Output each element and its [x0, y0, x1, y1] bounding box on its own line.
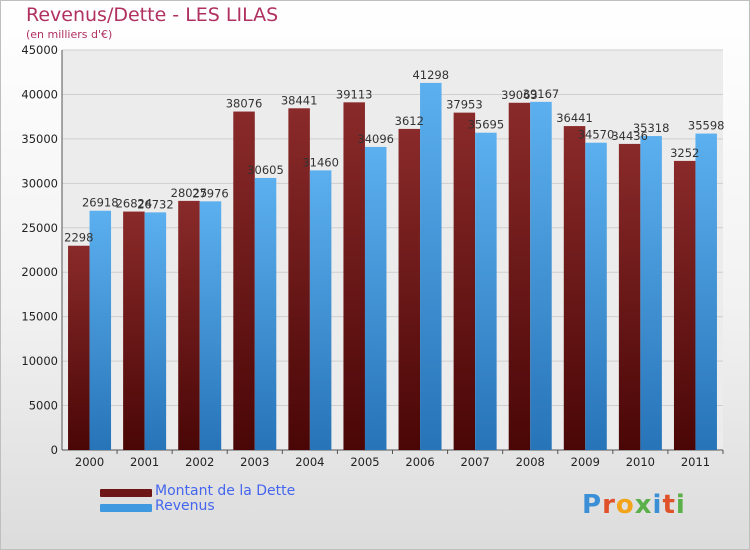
value-label-revenus-2009: 34570 — [578, 128, 615, 142]
x-tick-label: 2000 — [75, 455, 104, 469]
value-label-revenus-2006: 41298 — [412, 68, 449, 82]
y-tick-label: 30000 — [21, 176, 58, 190]
bar-revenus-2011 — [695, 133, 717, 450]
proxiti-logo: Proxiti — [582, 490, 686, 520]
value-label-revenus-2008: 39167 — [523, 87, 560, 101]
y-tick-label: 25000 — [21, 221, 58, 235]
bar-debt-2007 — [453, 112, 476, 450]
bar-revenus-2002 — [199, 201, 222, 450]
legend-swatch-debt — [100, 489, 152, 497]
bar-debt-2003 — [233, 111, 255, 451]
y-tick-label: 5000 — [29, 399, 58, 413]
x-tick-label: 2003 — [240, 455, 269, 469]
value-label-revenus-2011: 35598 — [688, 119, 725, 133]
y-tick-label: 45000 — [21, 43, 58, 57]
value-label-revenus-2005: 34096 — [357, 132, 394, 146]
bar-revenus-2006 — [420, 82, 442, 450]
bar-revenus-2004 — [309, 170, 332, 450]
x-tick-label: 2001 — [130, 455, 159, 469]
value-label-revenus-2007: 35695 — [468, 118, 505, 132]
x-tick-label: 2008 — [516, 455, 545, 469]
bar-revenus-2007 — [475, 132, 497, 450]
value-label-revenus-2000: 26918 — [82, 196, 119, 210]
legend-swatch-revenus — [100, 504, 152, 512]
value-label-debt-2008: 39063 — [501, 88, 538, 102]
x-tick-label: 2011 — [681, 455, 710, 469]
bar-revenus-2010 — [640, 136, 662, 450]
value-label-revenus-2004: 31460 — [302, 155, 339, 169]
bar-debt-2000 — [68, 245, 90, 450]
chart-subtitle: (en milliers d'€) — [26, 28, 113, 41]
x-tick-label: 2006 — [405, 455, 434, 469]
legend-label-debt: Montant de la Dette — [155, 483, 296, 499]
y-tick-label: 15000 — [21, 310, 58, 324]
x-tick-label: 2009 — [571, 455, 600, 469]
x-tick-label: 2004 — [295, 455, 324, 469]
value-label-debt-2005: 39113 — [336, 87, 373, 101]
bar-revenus-2000 — [89, 210, 112, 450]
x-tick-label: 2010 — [626, 455, 655, 469]
value-label-revenus-2002: 27976 — [192, 186, 229, 200]
bar-debt-2002 — [178, 200, 200, 450]
bar-debt-2009 — [563, 126, 586, 450]
bar-revenus-2001 — [144, 212, 167, 450]
y-tick-label: 10000 — [21, 354, 58, 368]
legend-label-revenus: Revenus — [155, 498, 215, 514]
bar-debt-2005 — [343, 102, 365, 450]
value-label-revenus-2001: 26732 — [137, 197, 174, 211]
value-label-revenus-2010: 35318 — [633, 121, 670, 135]
value-label-debt-2002: 28025 — [171, 186, 208, 200]
bar-revenus-2003 — [254, 177, 277, 450]
bar-debt-2001 — [123, 211, 145, 450]
y-tick-label: 35000 — [21, 132, 58, 146]
y-tick-label: 20000 — [21, 265, 58, 279]
y-tick-label: 0 — [51, 443, 58, 457]
y-tick-label: 40000 — [21, 87, 58, 101]
bar-debt-2004 — [288, 108, 310, 451]
value-label-debt-2003: 38076 — [226, 97, 263, 111]
chart-title: Revenus/Dette - LES LILAS — [26, 4, 279, 26]
bar-debt-2006 — [398, 128, 421, 450]
value-label-debt-2006: 3612 — [395, 114, 424, 128]
value-label-debt-2009: 36441 — [556, 111, 593, 125]
x-tick-label: 2002 — [185, 455, 214, 469]
x-tick-label: 2007 — [460, 455, 489, 469]
value-label-debt-2000: 2298 — [64, 231, 93, 245]
bar-debt-2010 — [618, 143, 641, 450]
legend-item-debt: Montant de la Dette — [100, 483, 360, 500]
value-label-debt-2001: 26824 — [116, 197, 153, 211]
value-label-debt-2007: 37953 — [446, 98, 483, 112]
plot-area — [62, 50, 723, 450]
value-label-debt-2010: 34436 — [611, 129, 648, 143]
legend-item-revenus: Revenus — [100, 498, 360, 515]
bar-revenus-2008 — [530, 101, 552, 451]
x-tick-label: 2005 — [350, 455, 379, 469]
bar-revenus-2005 — [364, 146, 387, 450]
value-label-revenus-2003: 30605 — [247, 163, 284, 177]
bar-debt-2008 — [508, 102, 531, 451]
bar-revenus-2009 — [585, 142, 607, 450]
bar-debt-2011 — [673, 160, 696, 451]
value-label-debt-2004: 38441 — [281, 93, 318, 107]
value-label-debt-2011: 3252 — [670, 146, 699, 160]
